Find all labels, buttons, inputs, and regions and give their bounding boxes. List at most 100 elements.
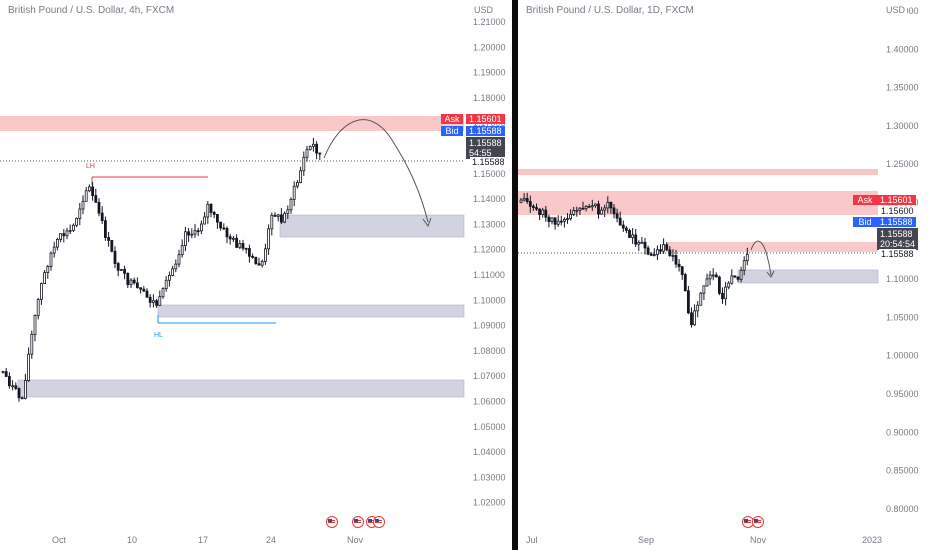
candle-body	[295, 182, 299, 187]
candle-body	[244, 247, 248, 250]
bid-label: Bid	[853, 217, 877, 227]
candle-body	[158, 296, 162, 306]
candle-body	[75, 217, 78, 226]
price-axis-tick: 1.20000	[473, 42, 506, 52]
projection-arrowhead	[766, 270, 775, 278]
candle-body	[652, 254, 656, 256]
candle-body	[187, 231, 191, 236]
bid-price-tag: 1.15588	[877, 217, 916, 227]
candle-body	[155, 300, 159, 306]
candle-body	[711, 274, 715, 277]
candle-body	[231, 237, 235, 240]
candle-body	[183, 231, 187, 247]
candle-body	[308, 145, 312, 151]
chart-canvas-4h[interactable]: 1.210001.200001.190001.180001.170001.160…	[0, 0, 512, 550]
candle-body	[594, 203, 597, 207]
demand-zone	[737, 269, 879, 284]
demand-zone	[17, 379, 465, 398]
uk-flag-icon[interactable]	[752, 516, 764, 528]
candle-body	[662, 244, 666, 252]
candle-body	[665, 244, 669, 251]
candle-body	[289, 198, 293, 211]
candle-body	[566, 218, 569, 221]
chart-canvas-1d[interactable]: 1.450001.400001.350001.300001.250001.200…	[518, 0, 932, 550]
us-flag-icon[interactable]	[326, 516, 338, 528]
candle-body	[318, 152, 322, 155]
chart-pane-4h[interactable]: 1.210001.200001.190001.180001.170001.160…	[0, 0, 512, 550]
candle-body	[20, 397, 24, 400]
last-price-tag: 1.15588 20:54:54	[877, 228, 919, 250]
us-flag-icon[interactable]	[352, 516, 364, 528]
time-axis-tick: 24	[266, 535, 276, 545]
candle-body	[97, 202, 101, 214]
pane-divider[interactable]	[512, 0, 518, 550]
candle-body	[100, 212, 104, 222]
candle-body	[72, 224, 75, 231]
candle-body	[559, 220, 563, 223]
candle-body	[52, 246, 56, 254]
price-axis-tick: 1.40000	[886, 44, 919, 54]
candle-body	[151, 300, 155, 303]
candle-body	[94, 195, 98, 203]
candle-body	[299, 170, 303, 183]
price-axis-tick: 1.02000	[473, 498, 506, 508]
candle-body	[40, 283, 43, 300]
supply-zone	[518, 169, 878, 175]
candle-body	[575, 209, 579, 212]
candle-body	[544, 209, 548, 218]
candle-body	[91, 186, 94, 196]
candle-body	[283, 213, 287, 223]
price-axis-tick: 0.90000	[886, 427, 919, 437]
candle-body	[538, 208, 542, 215]
price-axis-tick: 0.80000	[886, 504, 919, 514]
candle-body	[705, 278, 709, 287]
candle-body	[171, 268, 175, 276]
candle-body	[78, 208, 82, 219]
candle-body	[556, 220, 560, 225]
price-axis-tick: 1.14000	[473, 194, 506, 204]
price-line-label: 1.15588	[470, 157, 507, 167]
uk-flag-icon[interactable]	[373, 516, 385, 528]
candle-body	[683, 274, 687, 292]
price-axis-tick: 1.25000	[886, 159, 919, 169]
candle-body	[273, 214, 277, 217]
candle-body	[730, 275, 734, 284]
time-axis-tick: Jul	[526, 535, 538, 545]
candle-body	[631, 234, 634, 238]
candle-body	[702, 285, 706, 294]
candle-body	[235, 237, 239, 248]
price-axis-tick: 1.18000	[473, 93, 506, 103]
candle-body	[640, 241, 644, 244]
ask-label: Ask	[853, 195, 877, 205]
projection-arrowhead	[422, 217, 432, 228]
candle-body	[590, 205, 594, 208]
candle-body	[643, 241, 647, 249]
candle-body	[535, 207, 538, 210]
time-axis-tick: 17	[198, 535, 208, 545]
price-axis-tick: 1.08000	[473, 346, 506, 356]
candle-body	[56, 238, 59, 248]
candle-body	[292, 185, 296, 200]
candle-body	[522, 198, 526, 201]
candle-body	[267, 228, 271, 250]
time-axis-tick: Oct	[52, 535, 67, 545]
projection-path	[323, 119, 429, 223]
candle-body	[745, 253, 749, 262]
price-axis-tick: 1.35000	[886, 83, 919, 93]
price-axis-tick: 1.19000	[473, 68, 506, 78]
candle-body	[84, 190, 88, 202]
price-axis-tick: 0.85000	[886, 466, 919, 476]
candle-body	[123, 268, 126, 274]
candle-body	[597, 203, 600, 215]
candle-body	[572, 210, 576, 215]
chart-pane-1d[interactable]: 1.450001.400001.350001.300001.250001.200…	[518, 0, 932, 550]
candle-body	[655, 249, 659, 255]
candle-body	[107, 237, 110, 241]
candle-body	[135, 282, 139, 289]
candle-body	[33, 315, 37, 335]
candle-body	[81, 200, 85, 210]
price-axis-tick: 1.00000	[886, 351, 919, 361]
candle-body	[46, 266, 50, 273]
candle-body	[618, 217, 622, 226]
candle-body	[209, 203, 213, 213]
